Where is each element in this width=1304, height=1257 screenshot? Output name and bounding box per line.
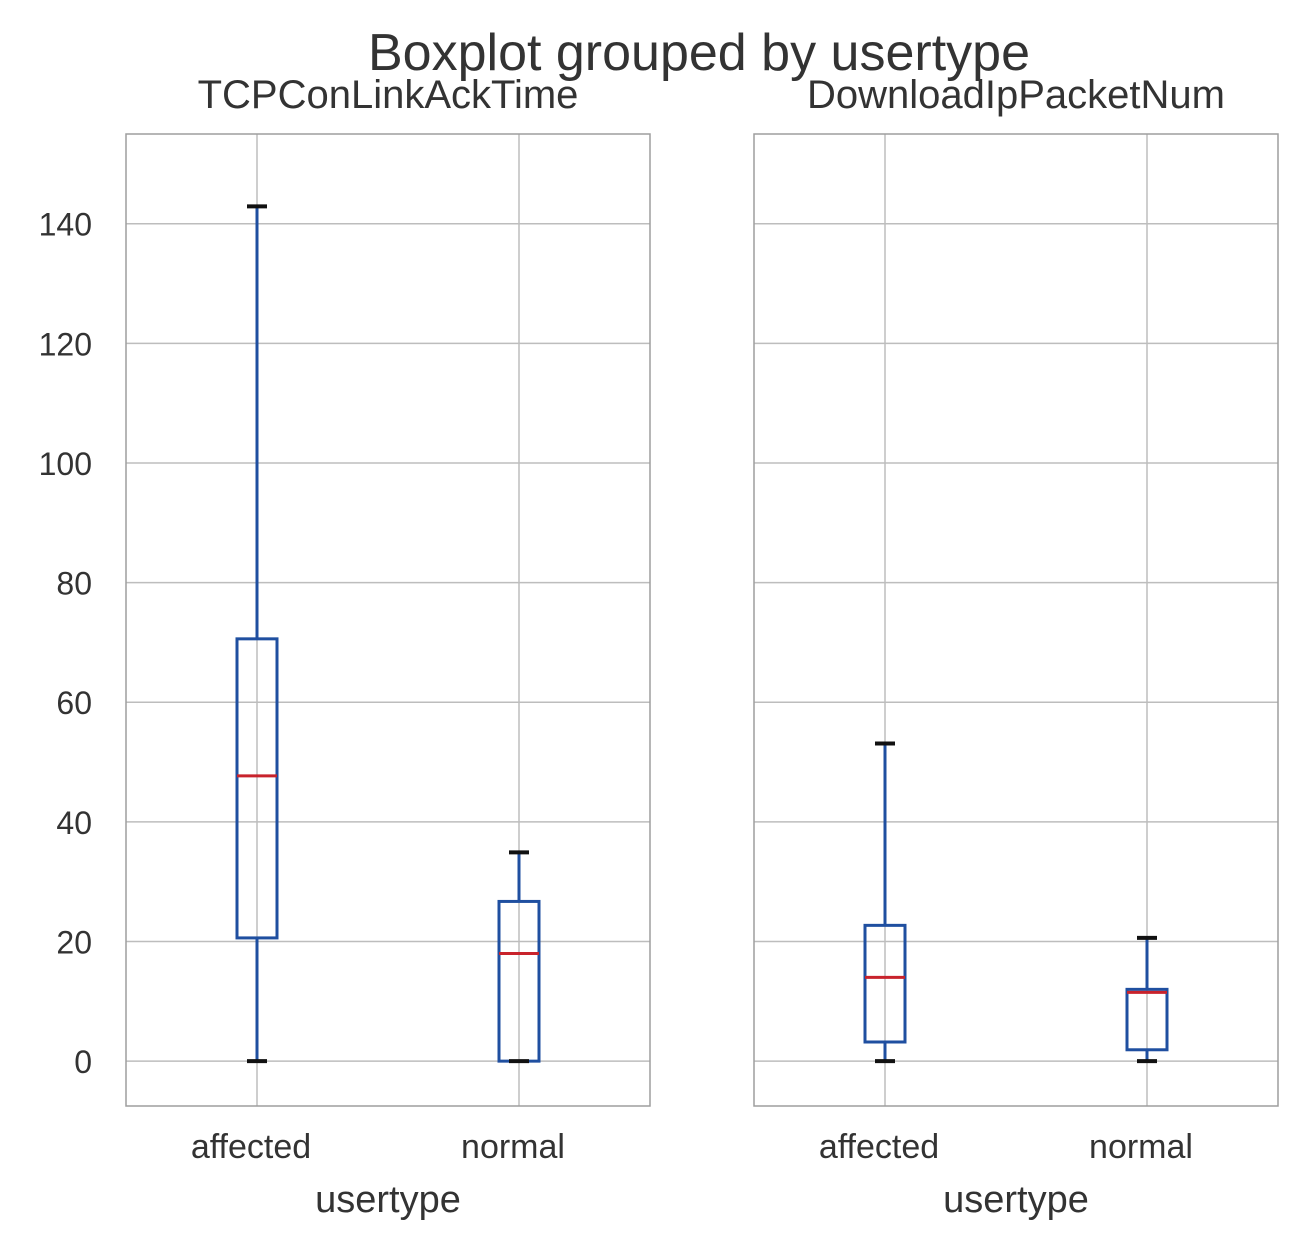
y-tick-label: 120: [39, 326, 92, 362]
subplot-1: TCPConLinkAckTime 0 20 40 60 80 100 120 140 affec…: [39, 73, 651, 1221]
y-tick-label: 60: [56, 685, 92, 721]
box-affected: [235, 204, 279, 1064]
y-tick-label: 100: [39, 446, 92, 482]
x-tick-label: affected: [819, 1128, 939, 1166]
subplot-2: DownloadIpPacketNum affected normalusertyp…: [753, 73, 1279, 1221]
plot-frame: [753, 133, 1279, 1107]
box-body: [863, 923, 907, 1044]
y-tick-label: 140: [39, 207, 92, 243]
panels-group: TCPConLinkAckTime 0 20 40 60 80 100 120 140 affec…: [39, 73, 1279, 1221]
plot-frame: [125, 133, 651, 1107]
y-tick-label: 80: [56, 566, 92, 602]
x-tick-label: normal: [461, 1128, 565, 1166]
y-tick-label: 40: [56, 805, 92, 841]
x-axis-label: usertype: [943, 1179, 1089, 1221]
box-body: [1125, 987, 1169, 1052]
box-body: [235, 637, 279, 940]
x-axis-label: usertype: [315, 1179, 461, 1221]
y-tick-label: 0: [74, 1044, 92, 1080]
subplot-title: TCPConLinkAckTime: [198, 73, 579, 117]
x-tick-label: affected: [191, 1128, 311, 1166]
subplot-title: DownloadIpPacketNum: [807, 73, 1225, 117]
box-affected: [863, 741, 907, 1064]
y-tick-label: 20: [56, 925, 92, 961]
figure-suptitle: Boxplot grouped by usertype: [368, 24, 1030, 82]
box-normal: [1125, 935, 1169, 1064]
box-normal: [497, 850, 541, 1064]
x-tick-label: normal: [1089, 1128, 1193, 1166]
